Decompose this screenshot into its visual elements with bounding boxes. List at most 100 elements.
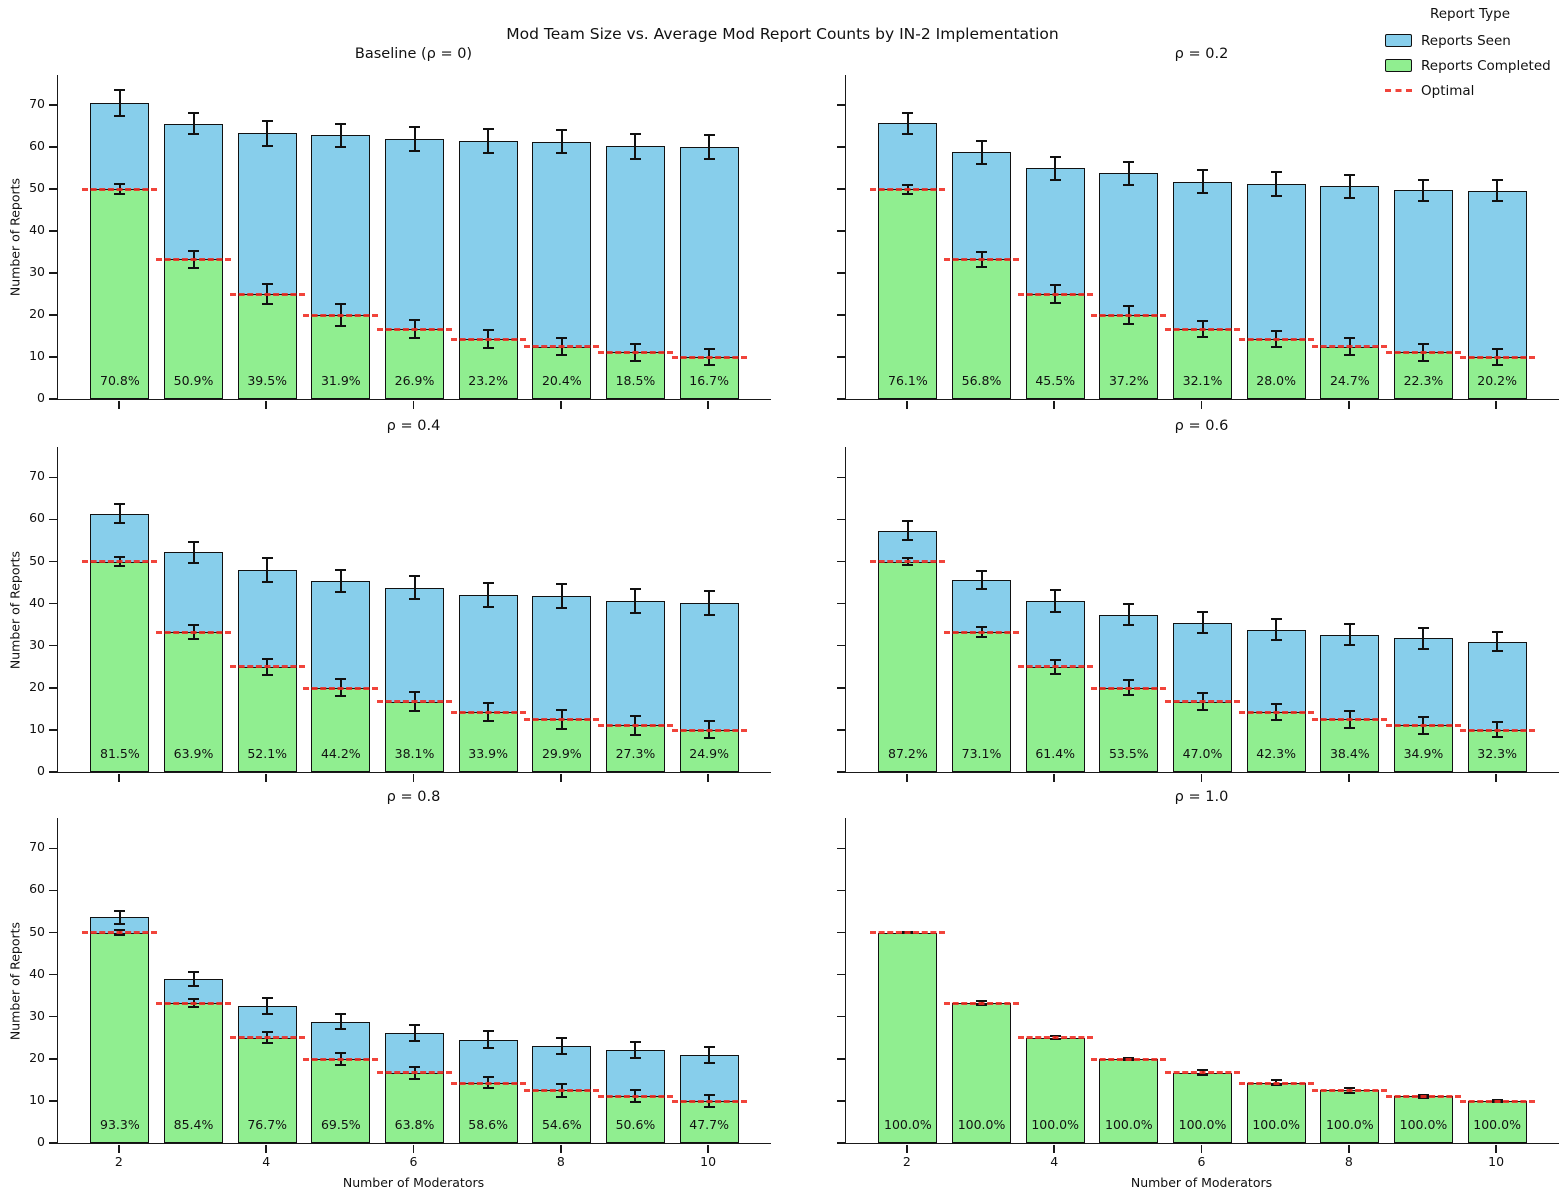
errorbar-seen-cap (1344, 623, 1356, 626)
y-tick (837, 687, 845, 689)
y-tick (837, 1100, 845, 1102)
pct-label: 47.7% (689, 1117, 729, 1133)
pct-label: 47.0% (1182, 746, 1223, 762)
errorbar-completed-cap (1270, 330, 1282, 333)
pct-label: 42.3% (1256, 746, 1296, 762)
errorbar-completed-cap (261, 1042, 273, 1045)
pct-label: 53.5% (1108, 746, 1149, 762)
pct-label: 100.0% (1473, 1117, 1521, 1133)
pct-label: 39.5% (247, 373, 288, 389)
errorbar-completed-cap (976, 250, 988, 253)
errorbar-seen (413, 1024, 416, 1041)
errorbar-completed-cap (1417, 1093, 1429, 1096)
errorbar-completed-cap (1417, 715, 1429, 718)
pct-label: 76.1% (888, 373, 928, 389)
errorbar-seen-cap (1123, 183, 1135, 186)
optimal-line (598, 723, 673, 727)
x-tick (906, 1144, 908, 1153)
y-tick (837, 1142, 845, 1144)
errorbar-seen (708, 590, 711, 615)
optimal-line (450, 710, 526, 714)
bar-reports-completed (458, 1082, 518, 1143)
pct-label: 63.8% (394, 1117, 435, 1133)
errorbar-completed-cap (629, 359, 641, 362)
bar-reports-completed (1467, 1100, 1527, 1143)
errorbar-completed-cap (1197, 319, 1208, 322)
legend-item-reports-seen: Reports Seen (1377, 28, 1563, 53)
errorbar-completed-cap (976, 625, 988, 628)
x-tick (412, 773, 415, 782)
optimal-line (450, 337, 526, 341)
x-tick-label: 10 (1488, 1154, 1505, 1169)
x-axis-label: Number of Moderators (342, 1175, 485, 1190)
errorbar-seen-cap (902, 539, 914, 542)
errorbar-seen-cap (1344, 644, 1356, 647)
pct-label: 50.9% (173, 373, 214, 389)
errorbar-completed-cap (902, 563, 914, 566)
y-tick (837, 518, 845, 521)
errorbar-seen (1422, 179, 1425, 201)
bar-reports-completed (90, 932, 150, 1143)
y-tick-label: 50 (29, 180, 45, 196)
bar-reports-completed (164, 1002, 223, 1143)
errorbar-seen (1496, 180, 1499, 202)
errorbar-seen-cap (629, 133, 641, 136)
y-tick (837, 1058, 845, 1060)
errorbar-seen-cap (188, 561, 200, 564)
x-tick (1200, 1144, 1203, 1153)
errorbar-completed-cap (976, 635, 988, 638)
bar-reports-completed (878, 561, 938, 772)
optimal-line (303, 313, 379, 317)
errorbar-seen-cap (556, 607, 568, 610)
errorbar-seen-cap (409, 1023, 420, 1026)
y-tick (837, 644, 845, 647)
y-tick (837, 931, 845, 934)
errorbar-seen (118, 911, 121, 924)
x-tick (118, 1144, 120, 1153)
x-tick-label: 8 (1344, 1154, 1353, 1169)
errorbar-seen-cap (1417, 626, 1429, 629)
errorbar-completed-cap (1049, 301, 1061, 304)
pct-label: 33.9% (468, 746, 508, 762)
y-tick (49, 687, 57, 689)
optimal-line (1017, 665, 1093, 669)
errorbar-seen-cap (902, 132, 914, 135)
errorbar-seen (1127, 161, 1130, 185)
errorbar-completed-cap (902, 183, 914, 186)
y-tick (49, 356, 57, 358)
pct-label: 70.8% (100, 373, 140, 389)
errorbar-completed-cap (976, 265, 988, 268)
errorbar-seen (708, 135, 711, 160)
optimal-line (1459, 355, 1535, 359)
errorbar-completed-cap (335, 1051, 347, 1054)
errorbar-seen-cap (482, 1047, 494, 1050)
bar-reports-completed (1246, 1082, 1306, 1143)
errorbar-seen-cap (1344, 173, 1356, 176)
x-tick (118, 773, 120, 782)
errorbar-seen-cap (703, 158, 715, 161)
errorbar-completed-cap (1270, 345, 1282, 348)
y-tick (49, 889, 57, 892)
pct-label: 58.6% (468, 1117, 508, 1133)
optimal-line (671, 355, 747, 359)
errorbar-seen (339, 569, 342, 592)
pct-label: 20.4% (541, 373, 582, 389)
bar-reports-completed (1025, 294, 1085, 399)
errorbar-seen-cap (629, 1040, 641, 1043)
errorbar-completed-cap (482, 1087, 494, 1090)
errorbar-completed-cap (629, 1101, 641, 1104)
bar-reports-completed (952, 631, 1011, 772)
y-tick-label: 30 (29, 264, 45, 280)
y-tick-label: 0 (37, 763, 45, 778)
errorbar-completed-cap (114, 929, 126, 932)
errorbar-seen-cap (335, 122, 347, 125)
errorbar-seen-cap (1491, 200, 1503, 203)
bar-reports-completed (1099, 687, 1159, 772)
errorbar-completed-cap (1491, 348, 1503, 351)
optimal-line (1459, 728, 1535, 732)
bar-reports-completed (385, 1072, 444, 1143)
bar-reports-completed (679, 1100, 739, 1143)
errorbar-seen (413, 576, 416, 599)
errorbar-seen-cap (409, 575, 420, 578)
